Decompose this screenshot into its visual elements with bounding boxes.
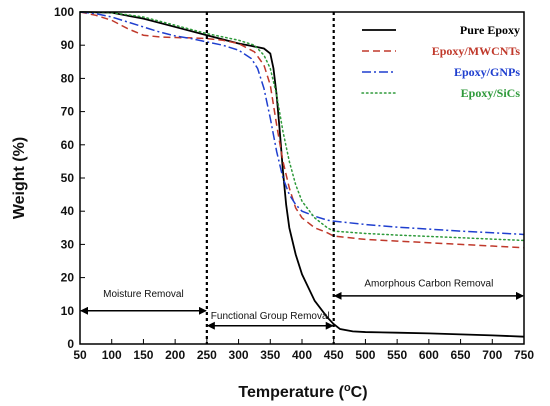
series-line-epoxy-mwcnts — [79, 11, 525, 249]
series-line-pure-epoxy — [79, 11, 525, 338]
x-tick-label: 50 — [73, 348, 87, 362]
y-axis-title: Weight (%) — [11, 137, 28, 219]
y-tick-label: 0 — [67, 337, 74, 351]
x-tick-label: 350 — [260, 348, 280, 362]
x-tick-label: 700 — [482, 348, 502, 362]
x-tick-label: 750 — [514, 348, 534, 362]
x-tick-label: 250 — [197, 348, 217, 362]
x-tick-label: 200 — [165, 348, 185, 362]
y-tick-label: 40 — [61, 204, 75, 218]
x-tick-label: 450 — [324, 348, 344, 362]
legend-label: Epoxy/SiCs — [461, 86, 521, 100]
y-tick-label: 30 — [61, 237, 75, 251]
region-label: Functional Group Removal — [211, 311, 330, 322]
series-line-epoxy-sics — [79, 11, 525, 242]
x-axis-title-main: Temperature ( — [238, 384, 344, 401]
y-tick-label: 60 — [61, 138, 75, 152]
x-tick-label: 550 — [387, 348, 407, 362]
x-tick-label: 500 — [355, 348, 375, 362]
series-line-epoxy-gnps — [79, 11, 525, 236]
legend-label: Epoxy/MWCNTs — [432, 44, 521, 58]
annotation-group: Moisture Removal Functional Group Removal… — [80, 12, 524, 344]
x-tick-label: 300 — [229, 348, 249, 362]
x-tick-label: 600 — [419, 348, 439, 362]
legend: Pure Epoxy Epoxy/MWCNTs Epoxy/GNPs Epoxy/Si… — [361, 23, 521, 100]
x-tick-label: 100 — [102, 348, 122, 362]
region-label: Amorphous Carbon Removal — [364, 279, 493, 290]
y-tick-label: 70 — [61, 105, 75, 119]
y-tick-label: 20 — [61, 271, 75, 285]
x-tick-label: 400 — [292, 348, 312, 362]
region-label: Moisture Removal — [103, 289, 184, 300]
x-tick-label: 150 — [133, 348, 153, 362]
y-tick-label: 50 — [61, 171, 75, 185]
y-tick-label: 90 — [61, 38, 75, 52]
x-axis-title-tail: C) — [351, 384, 368, 401]
legend-label: Epoxy/GNPs — [454, 65, 520, 79]
x-axis-title: Temperature (oC) — [238, 382, 367, 401]
x-tick-label: 650 — [451, 348, 471, 362]
y-tick-label: 10 — [61, 304, 75, 318]
y-tick-label: 80 — [61, 71, 75, 85]
axes-group: 50 100 150 200 250 300 350 400 450 500 550 600 650 70… — [54, 5, 534, 362]
series-group — [79, 11, 525, 338]
y-tick-label: 100 — [54, 5, 74, 19]
legend-label: Pure Epoxy — [460, 23, 520, 37]
x-axis-title-sup: o — [344, 382, 351, 394]
